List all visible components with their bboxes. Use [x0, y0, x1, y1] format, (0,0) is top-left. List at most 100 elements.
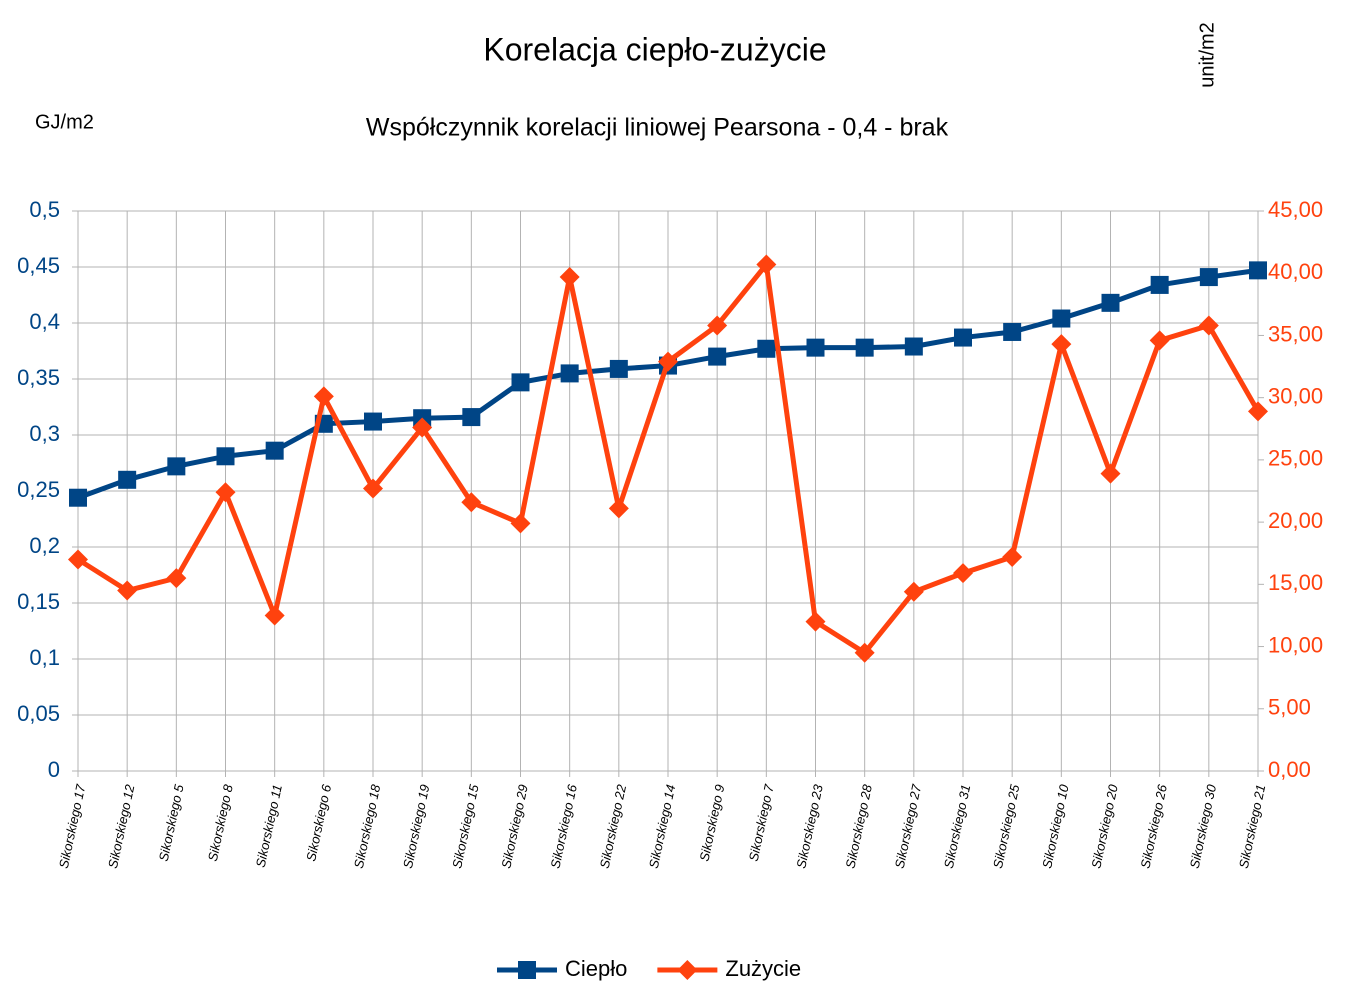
data-point [264, 605, 285, 626]
x-tick-label: Sikorskiego 6 [303, 782, 334, 862]
data-point [806, 338, 825, 357]
y2-tick-label: 15,00 [1268, 570, 1323, 595]
data-point [757, 339, 776, 358]
data-point [167, 457, 186, 476]
data-point [1249, 261, 1267, 280]
chart-subtitle: Współczynnik korelacji liniowej Pearsona… [366, 114, 949, 142]
legend-marker [518, 961, 536, 979]
data-point [1198, 315, 1219, 336]
data-point [805, 611, 826, 632]
y-tick-label: 0,3 [29, 421, 60, 446]
data-point [560, 364, 579, 383]
data-point [855, 338, 874, 357]
y-tick-label: 0,05 [17, 701, 60, 726]
data-point [953, 563, 973, 584]
data-point [1052, 309, 1071, 328]
data-point [461, 492, 482, 513]
data-point [1199, 268, 1218, 287]
x-tick-label: Sikorskiego 18 [351, 782, 384, 869]
data-point [462, 408, 481, 427]
y2-axis-label: unit/m2 [1196, 22, 1218, 88]
data-point [216, 447, 235, 466]
y-tick-label: 0,15 [17, 589, 60, 614]
data-point [658, 351, 678, 372]
x-tick-label: Sikorskiego 10 [1039, 782, 1072, 869]
y2-tick-label: 5,00 [1268, 695, 1311, 720]
x-tick-label: Sikorskiego 8 [205, 782, 236, 862]
data-point [215, 482, 236, 503]
y-tick-label: 0,4 [29, 309, 60, 334]
x-tick-label: Sikorskiego 15 [449, 782, 482, 869]
y2-tick-label: 35,00 [1268, 321, 1323, 346]
y-tick-label: 0 [48, 757, 60, 782]
y2-tick-label: 30,00 [1268, 383, 1323, 408]
data-point [166, 568, 187, 589]
x-tick-label: Sikorskiego 28 [843, 782, 876, 869]
data-point [68, 549, 88, 570]
data-point [1150, 275, 1169, 294]
x-tick-label: Sikorskiego 9 [697, 783, 728, 862]
data-point [608, 498, 629, 519]
data-point [954, 328, 972, 347]
data-point [1002, 546, 1023, 567]
x-tick-label: Sikorskiego 31 [941, 783, 973, 870]
data-point [1100, 463, 1121, 484]
data-point [511, 373, 530, 392]
data-point [756, 254, 777, 275]
legend-label: Ciepło [565, 956, 627, 981]
data-point [69, 488, 87, 507]
x-tick-label: Sikorskiego 20 [1088, 782, 1121, 869]
x-tick-label: Sikorskiego 17 [56, 782, 89, 869]
x-tick-label: Sikorskiego 27 [892, 782, 925, 869]
chart-title: Korelacja ciepło-zużycie [483, 31, 826, 67]
x-tick-label: Sikorskiego 7 [746, 782, 777, 862]
data-point [904, 337, 923, 356]
x-tick-label: Sikorskiego 22 [597, 782, 630, 869]
y2-tick-label: 10,00 [1268, 632, 1323, 657]
y-tick-label: 0,45 [17, 253, 60, 278]
y2-tick-label: 0,00 [1268, 757, 1311, 782]
legend-label: Zużycie [725, 956, 801, 981]
data-point [1051, 334, 1072, 355]
data-point [559, 266, 580, 287]
y-tick-label: 0,5 [29, 197, 60, 222]
data-point [1248, 401, 1268, 422]
y-tick-label: 0,35 [17, 365, 60, 390]
x-tick-label: Sikorskiego 29 [498, 783, 530, 870]
y2-tick-label: 40,00 [1268, 259, 1323, 284]
data-point [364, 412, 382, 431]
data-point [1101, 293, 1120, 312]
y-tick-label: 0,25 [17, 477, 60, 502]
x-tick-label: Sikorskiego 30 [1187, 782, 1220, 869]
data-point [1149, 330, 1170, 351]
data-point [707, 315, 728, 336]
data-point [117, 580, 138, 601]
y-tick-label: 0,2 [29, 533, 60, 558]
x-tick-label: Sikorskiego 19 [400, 783, 432, 870]
data-point [903, 581, 924, 602]
y2-tick-label: 45,00 [1268, 197, 1323, 222]
x-tick-label: Sikorskiego 12 [105, 782, 138, 869]
data-point [313, 386, 334, 407]
data-point [118, 470, 137, 489]
x-tick-label: Sikorskiego 23 [793, 782, 826, 869]
y2-tick-label: 20,00 [1268, 508, 1323, 533]
legend-marker [677, 960, 698, 980]
data-point [1003, 322, 1022, 341]
x-tick-label: Sikorskiego 11 [253, 783, 285, 869]
x-tick-label: Sikorskiego 21 [1236, 783, 1268, 870]
y2-tick-label: 25,00 [1268, 446, 1323, 471]
data-point [412, 417, 433, 438]
data-point [363, 478, 383, 499]
y-tick-label: 0,1 [29, 645, 60, 670]
x-tick-label: Sikorskiego 14 [646, 783, 678, 870]
x-tick-label: Sikorskiego 25 [990, 782, 1023, 869]
x-tick-label: Sikorskiego 5 [156, 782, 187, 862]
data-point [265, 441, 284, 460]
data-point [609, 359, 628, 378]
x-tick-label: Sikorskiego 16 [548, 782, 581, 869]
data-point [510, 513, 531, 534]
data-point [854, 642, 875, 663]
